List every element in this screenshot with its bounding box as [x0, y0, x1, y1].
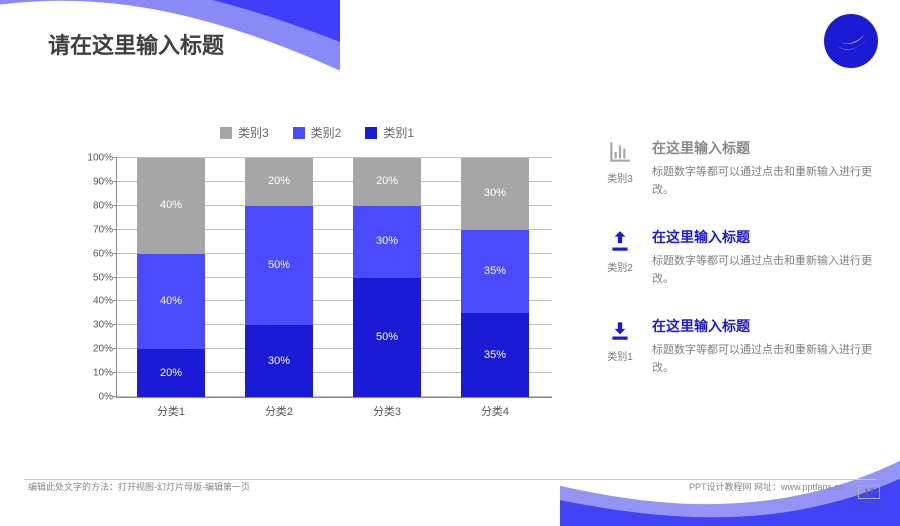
bar-segment: 35%	[461, 313, 529, 397]
y-tick-label: 50%	[83, 272, 113, 283]
bar-segment: 50%	[245, 206, 313, 326]
y-tick-mark	[113, 324, 117, 325]
y-tick-label: 20%	[83, 344, 113, 355]
footer: 编辑此处文字的方法：打开视图-幻灯片母版-编辑第一页 PPT设计教程网 网址：w…	[0, 480, 900, 498]
legend-item: 类别1	[365, 124, 414, 141]
info-item-icon-label: 类别2	[607, 259, 633, 274]
y-tick-label: 100%	[83, 153, 113, 164]
y-tick-mark	[113, 396, 117, 397]
download-icon	[606, 316, 634, 344]
bar-segment: 20%	[137, 349, 205, 397]
bar-segment: 30%	[245, 325, 313, 397]
brand-logo	[824, 14, 878, 68]
legend-item: 类别2	[293, 124, 342, 141]
info-item: 类别2 在这里输入标题标题数字等都可以通过点击和重新输入进行更改。	[596, 227, 874, 288]
bar-chart-icon	[606, 138, 634, 166]
bullet-list: 类别3在这里输入标题标题数字等都可以通过点击和重新输入进行更改。类别2在这里输入…	[596, 138, 874, 406]
y-tick-mark	[113, 157, 117, 158]
footer-right-text: PPT设计教程网 网址：www.pptfans.cn	[689, 480, 844, 493]
bar-segment: 30%	[353, 206, 421, 278]
x-category-label: 分类1	[137, 403, 205, 419]
y-tick-label: 70%	[83, 224, 113, 235]
y-tick-mark	[113, 205, 117, 206]
bar-segment: 40%	[137, 158, 205, 254]
page-number: 17	[858, 485, 880, 499]
info-item-icon-label: 类别1	[607, 348, 633, 363]
y-tick-mark	[113, 372, 117, 373]
bar-segment: 20%	[245, 158, 313, 206]
bar-column: 20%40%40%分类1	[137, 158, 205, 397]
chart-legend: 类别3 类别2 类别1	[82, 124, 552, 142]
info-item-title: 在这里输入标题	[652, 138, 874, 158]
bar-segment: 50%	[353, 278, 421, 398]
upload-icon	[606, 227, 634, 255]
bar-column: 30%50%20%分类2	[245, 158, 313, 397]
info-item-title: 在这里输入标题	[652, 227, 874, 247]
bar-segment: 30%	[461, 158, 529, 230]
footer-left-text: 编辑此处文字的方法：打开视图-幻灯片母版-编辑第一页	[28, 480, 250, 493]
y-tick-mark	[113, 348, 117, 349]
y-tick-label: 40%	[83, 296, 113, 307]
legend-item: 类别3	[220, 124, 269, 141]
bar-segment: 35%	[461, 230, 529, 314]
y-tick-mark	[113, 229, 117, 230]
bar-column: 50%30%20%分类3	[353, 158, 421, 397]
chart-plot: 0%10%20%30%40%50%60%70%80%90%100%20%40%4…	[116, 158, 552, 398]
bar-segment: 20%	[353, 158, 421, 206]
y-tick-label: 80%	[83, 200, 113, 211]
y-tick-mark	[113, 277, 117, 278]
stacked-bar-chart: 类别3类别2类别1 0%10%20%30%40%50%60%70%80%90%1…	[82, 130, 552, 420]
y-tick-label: 90%	[83, 176, 113, 187]
info-item-title: 在这里输入标题	[652, 316, 874, 336]
x-category-label: 分类2	[245, 403, 313, 419]
info-item-desc: 标题数字等都可以通过点击和重新输入进行更改。	[652, 342, 874, 377]
x-category-label: 分类4	[461, 403, 529, 419]
y-tick-mark	[113, 253, 117, 254]
y-tick-mark	[113, 300, 117, 301]
y-tick-label: 10%	[83, 368, 113, 379]
bar-column: 35%35%30%分类4	[461, 158, 529, 397]
y-tick-label: 60%	[83, 248, 113, 259]
info-item: 类别3 在这里输入标题标题数字等都可以通过点击和重新输入进行更改。	[596, 138, 874, 199]
decorative-swoosh-bottom	[560, 386, 900, 526]
y-tick-label: 0%	[83, 392, 113, 403]
info-item-desc: 标题数字等都可以通过点击和重新输入进行更改。	[652, 253, 874, 288]
info-item-desc: 标题数字等都可以通过点击和重新输入进行更改。	[652, 164, 874, 199]
y-tick-label: 30%	[83, 320, 113, 331]
info-item: 类别1 在这里输入标题标题数字等都可以通过点击和重新输入进行更改。	[596, 316, 874, 377]
decorative-swoosh-top	[0, 0, 340, 140]
info-item-icon-label: 类别3	[607, 170, 633, 185]
x-category-label: 分类3	[353, 403, 421, 419]
page-title: 请在这里输入标题	[48, 28, 224, 60]
y-tick-mark	[113, 181, 117, 182]
bar-segment: 40%	[137, 254, 205, 350]
